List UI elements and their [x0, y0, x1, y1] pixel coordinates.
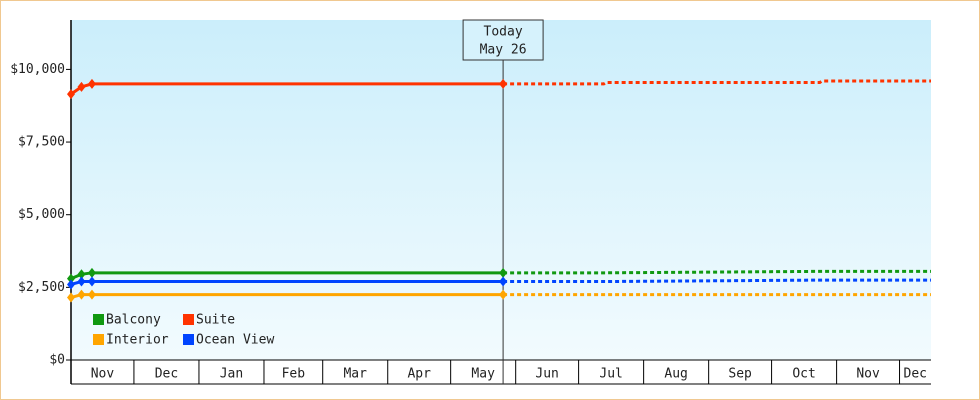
plot-area: [71, 20, 931, 360]
legend-swatch: [93, 314, 104, 325]
point: [87, 78, 96, 89]
x-tick-label: Mar: [343, 367, 367, 382]
history-line: [70, 293, 504, 299]
point: [499, 289, 508, 300]
point: [499, 267, 508, 278]
x-tick-label: Jun: [535, 367, 558, 382]
point: [499, 276, 508, 287]
point: [67, 292, 75, 303]
x-tick-label: Nov: [856, 367, 880, 382]
x-tick-label: Aug: [664, 367, 687, 382]
x-tick-label: Apr: [407, 367, 431, 382]
legend-label: Suite: [196, 313, 235, 328]
x-tick-label: Nov: [91, 367, 115, 382]
x-tick-label: Dec: [904, 367, 927, 382]
x-tick-label: Oct: [792, 367, 815, 382]
history-line: [70, 280, 504, 286]
x-tick-label: Jan: [220, 367, 243, 382]
today-label: Today: [484, 25, 523, 40]
forecast-line: [503, 278, 931, 284]
forecast-line: [503, 79, 931, 86]
x-tick-label: Dec: [155, 367, 178, 382]
point: [67, 89, 75, 100]
today-box: [462, 19, 544, 61]
point: [67, 279, 75, 290]
point: [67, 273, 75, 284]
point: [87, 289, 96, 300]
legend-swatch: [183, 314, 194, 325]
history-line: [70, 271, 504, 281]
y-tick-label: $10,000: [10, 62, 65, 77]
point: [77, 276, 86, 287]
y-tick-label: $7,500: [18, 135, 65, 150]
today-label: May 26: [480, 43, 527, 58]
point: [499, 78, 508, 89]
point: [87, 276, 96, 287]
point: [87, 267, 96, 278]
y-tick-label: $5,000: [18, 207, 65, 222]
legend-label: Balcony: [106, 313, 161, 328]
legend-swatch: [93, 334, 104, 345]
point: [77, 289, 86, 300]
point: [77, 269, 86, 280]
history-line: [70, 82, 504, 96]
legend-label: Ocean View: [196, 333, 274, 348]
forecast-line: [503, 269, 931, 275]
x-tick-label: Sep: [728, 367, 752, 382]
x-tick-label: May: [471, 367, 495, 382]
point: [77, 81, 86, 92]
y-tick-label: $0: [49, 353, 65, 368]
x-tick-label: Jul: [599, 367, 622, 382]
legend-label: Interior: [106, 333, 169, 348]
y-tick-label: $2,500: [18, 280, 65, 295]
legend-swatch: [183, 334, 194, 345]
x-tick-label: Feb: [282, 367, 306, 382]
